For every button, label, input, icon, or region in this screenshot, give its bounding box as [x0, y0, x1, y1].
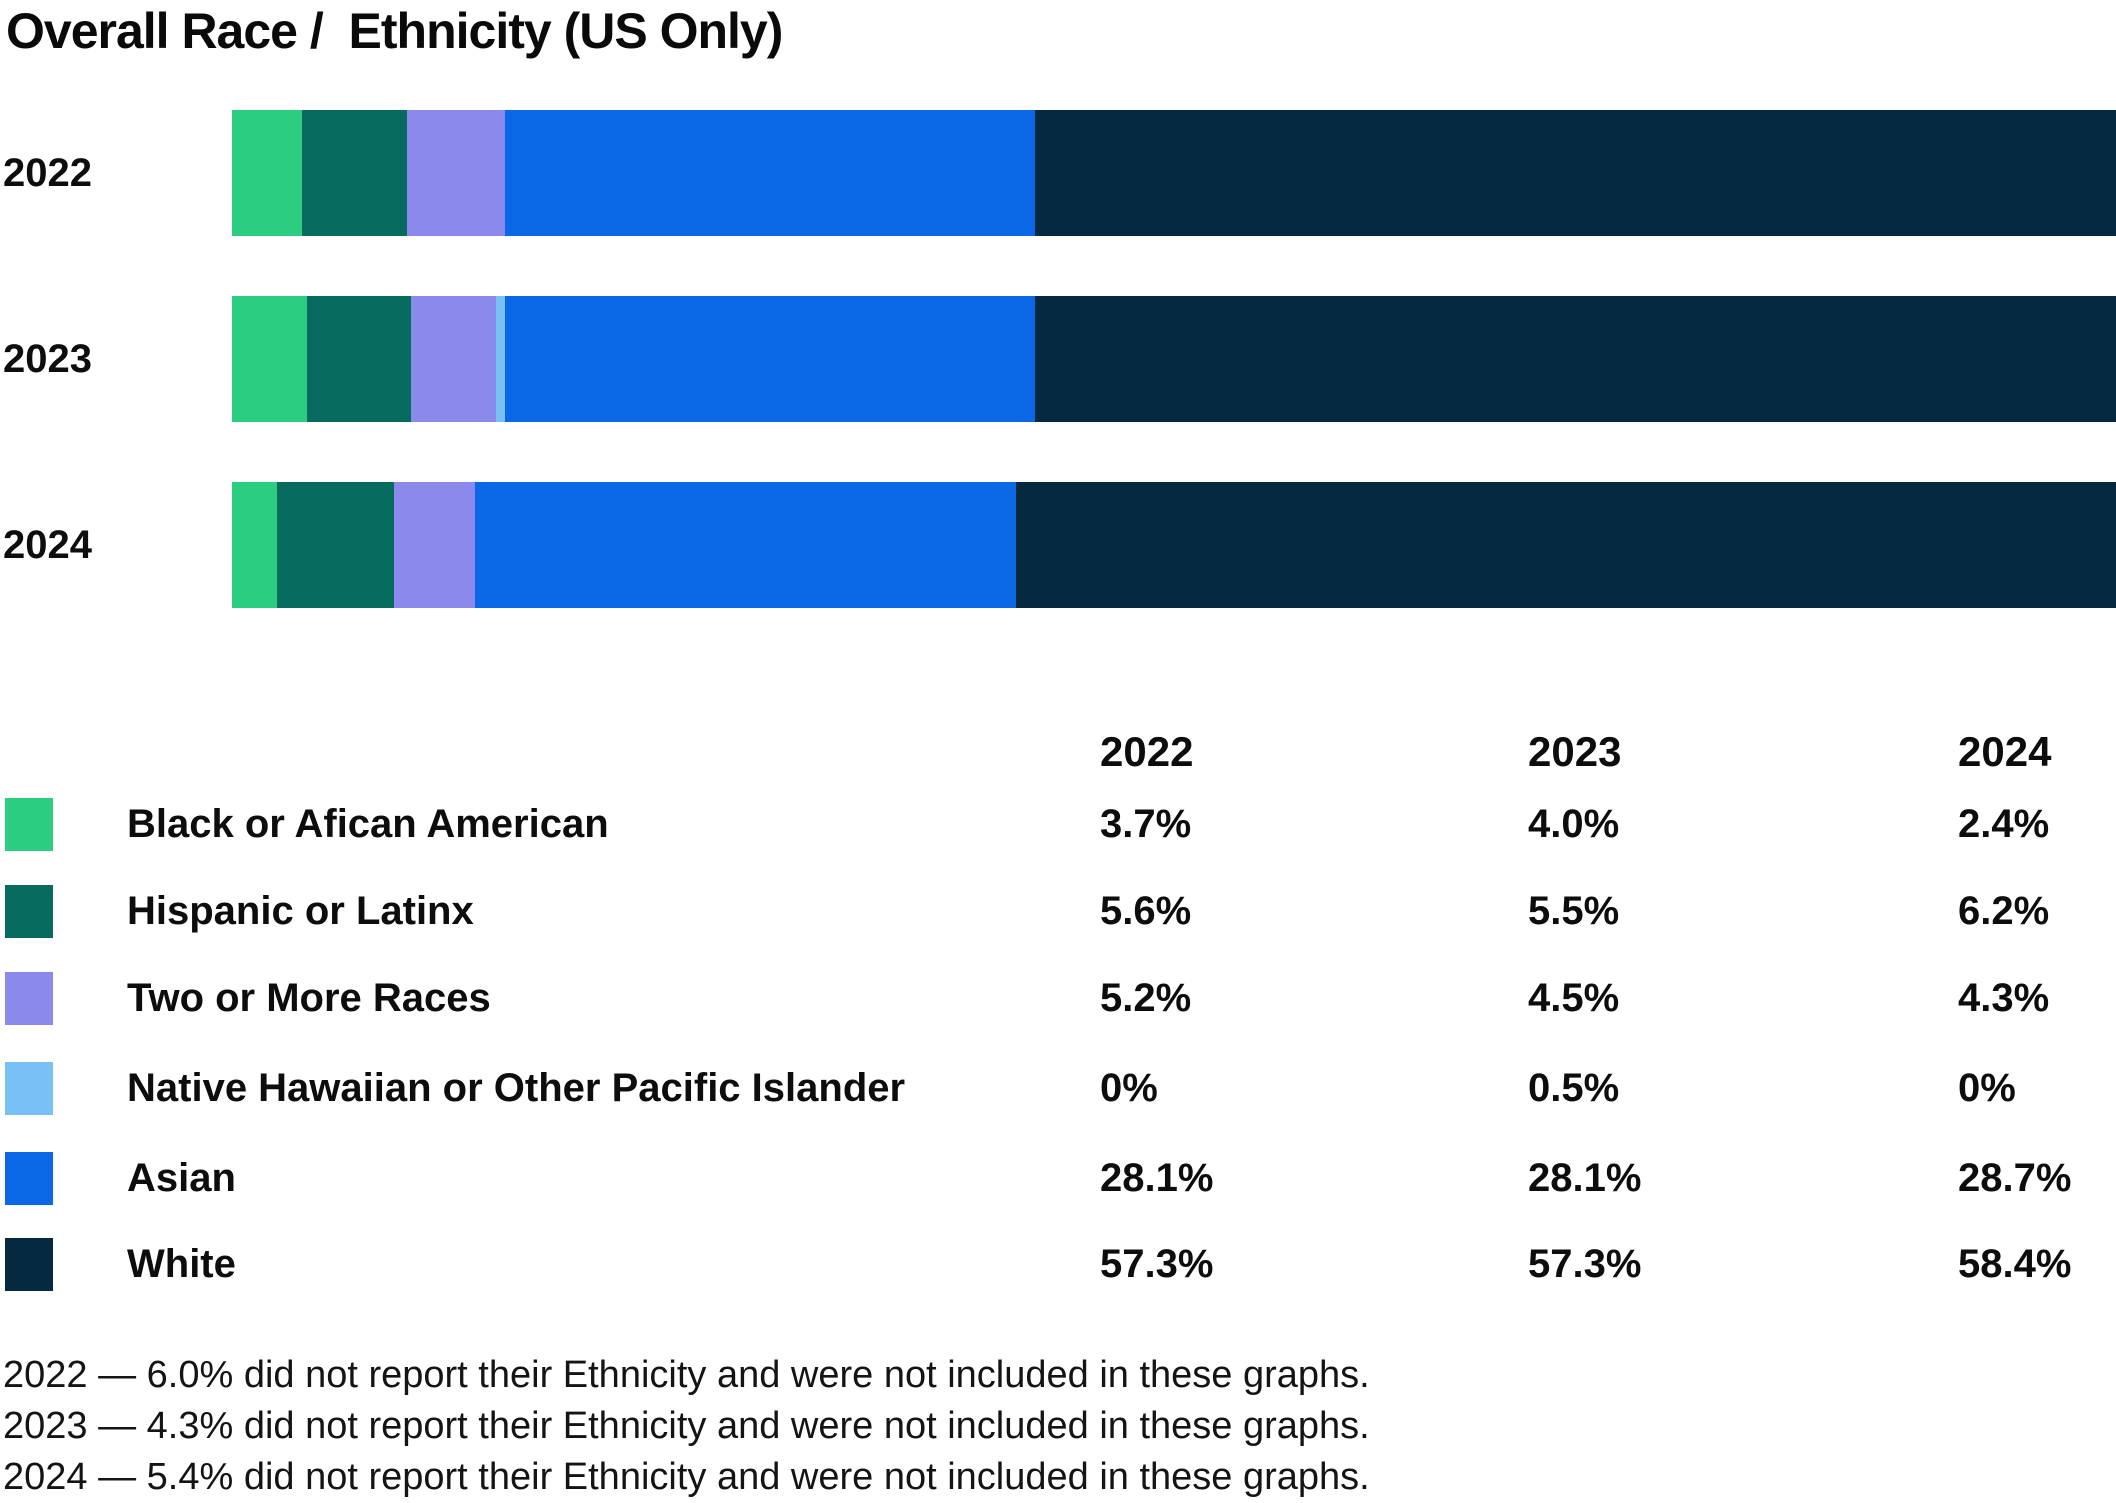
bar-segment-teal: [301, 110, 408, 236]
legend-row-two-or-more-races: Two or More Races 5.2% 4.5% 4.3%: [0, 972, 2116, 1025]
legend-swatch-purple: [5, 972, 53, 1025]
bar-year-label-2023: 2023: [3, 336, 92, 381]
value-2022: 3.7%: [1100, 802, 1192, 846]
value-2024: 0%: [1958, 1066, 2016, 1110]
value-2022: 0%: [1100, 1066, 1158, 1110]
page-title: Overall Race / Ethnicity (US Only): [6, 3, 783, 59]
legend-label: Asian: [127, 1156, 236, 1200]
stacked-bar-2023: [232, 296, 2116, 422]
value-2022: 28.1%: [1100, 1156, 1214, 1200]
bar-segment-purple: [407, 110, 506, 236]
bar-segment-teal: [307, 296, 412, 422]
bar-row-2022: 2022: [0, 110, 2116, 236]
stacked-bar-2024: [232, 482, 2116, 608]
footnote-2024: 2024 — 5.4% did not report their Ethnici…: [3, 1456, 1370, 1498]
legend-row-white: White 57.3% 57.3% 58.4%: [0, 1238, 2116, 1291]
legend-swatch-light-blue: [5, 1062, 53, 1115]
value-2023: 28.1%: [1528, 1156, 1642, 1200]
value-2024: 28.7%: [1958, 1156, 2072, 1200]
legend-swatch-navy: [5, 1238, 53, 1291]
bar-row-2023: 2023: [0, 296, 2116, 422]
stacked-bar-2022: [232, 110, 2116, 236]
bar-segment-light_blue: [496, 296, 506, 422]
bar-segment-green: [232, 482, 278, 608]
bar-segment-blue: [505, 296, 1036, 422]
column-header-2024: 2024: [1958, 728, 2052, 775]
bar-segment-navy: [1015, 482, 2116, 608]
value-2022: 57.3%: [1100, 1242, 1214, 1286]
legend-row-hispanic-or-latinx: Hispanic or Latinx 5.6% 5.5% 6.2%: [0, 885, 2116, 938]
value-2024: 6.2%: [1958, 889, 2050, 933]
bar-segment-teal: [277, 482, 394, 608]
value-2024: 2.4%: [1958, 802, 2050, 846]
bar-segment-blue: [505, 110, 1036, 236]
legend-row-asian: Asian 28.1% 28.1% 28.7%: [0, 1152, 2116, 1205]
legend-row-black-or-afican-american: Black or Afican American 3.7% 4.0% 2.4%: [0, 798, 2116, 851]
legend-label: Two or More Races: [127, 976, 491, 1020]
bar-segment-navy: [1035, 110, 2116, 236]
footnote-2022: 2022 — 6.0% did not report their Ethnici…: [3, 1354, 1370, 1396]
legend-label: White: [127, 1242, 236, 1286]
bar-segment-purple: [394, 482, 475, 608]
legend-label: Black or Afican American: [127, 802, 609, 846]
legend-swatch-green: [5, 798, 53, 851]
legend-label: Hispanic or Latinx: [127, 889, 474, 933]
column-header-2022: 2022: [1100, 728, 1194, 775]
legend-label: Native Hawaiian or Other Pacific Islande…: [127, 1066, 906, 1110]
column-header-2023: 2023: [1528, 728, 1622, 775]
bar-segment-green: [232, 110, 302, 236]
legend-swatch-teal: [5, 885, 53, 938]
bar-row-2024: 2024: [0, 482, 2116, 608]
value-2024: 4.3%: [1958, 976, 2050, 1020]
bar-segment-purple: [411, 296, 496, 422]
legend-row-native-hawaiian-or-other-pacific-islander: Native Hawaiian or Other Pacific Islande…: [0, 1062, 2116, 1115]
bar-year-label-2024: 2024: [3, 522, 92, 567]
value-2024: 58.4%: [1958, 1242, 2072, 1286]
legend-swatch-blue: [5, 1152, 53, 1205]
value-2023: 4.5%: [1528, 976, 1620, 1020]
bar-year-label-2022: 2022: [3, 150, 92, 195]
footnote-2023: 2023 — 4.3% did not report their Ethnici…: [3, 1405, 1370, 1447]
value-2023: 5.5%: [1528, 889, 1620, 933]
footnotes: 2022 — 6.0% did not report their Ethnici…: [3, 1350, 1370, 1503]
bar-segment-green: [232, 296, 308, 422]
value-2022: 5.2%: [1100, 976, 1192, 1020]
value-2023: 4.0%: [1528, 802, 1620, 846]
table-header-row: 2022 2023 2024: [0, 728, 2116, 775]
value-2023: 0.5%: [1528, 1066, 1620, 1110]
bar-segment-navy: [1035, 296, 2116, 422]
bar-segment-blue: [475, 482, 1016, 608]
value-2023: 57.3%: [1528, 1242, 1642, 1286]
value-2022: 5.6%: [1100, 889, 1192, 933]
